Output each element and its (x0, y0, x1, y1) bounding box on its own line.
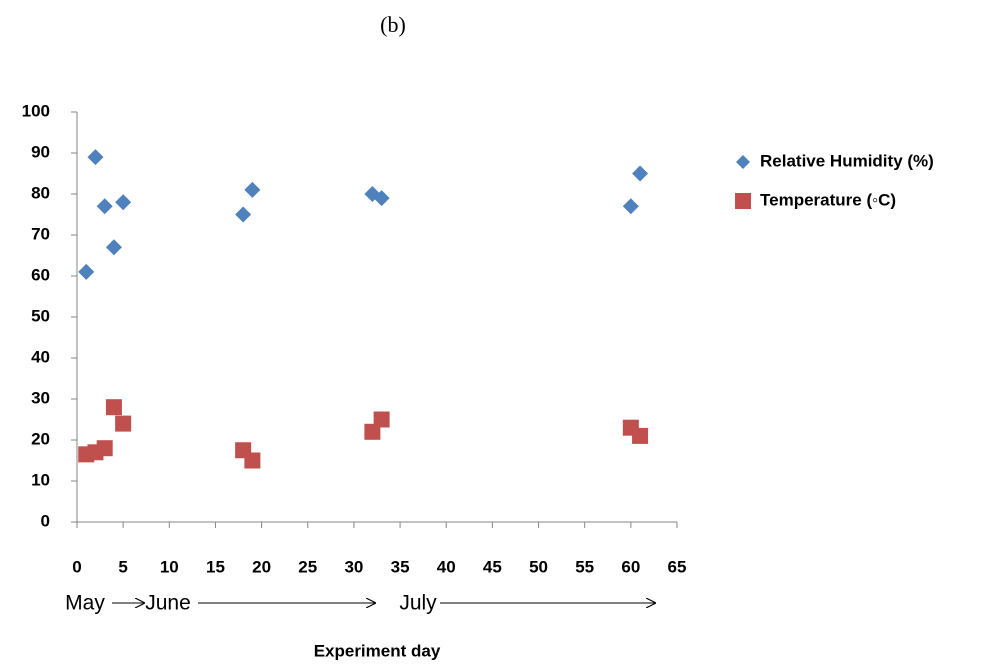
y-tick-label: 60 (31, 265, 50, 284)
point (96, 198, 113, 215)
x-tick-label: 25 (298, 557, 317, 576)
x-tick-label: 40 (437, 557, 456, 576)
annotation: June (145, 592, 191, 615)
annotation: May (65, 592, 105, 615)
x-tick-label: 55 (575, 557, 594, 576)
annotation: July (399, 592, 437, 615)
point (105, 399, 122, 416)
y-tick-label: 10 (31, 470, 50, 489)
chart-title: (b) (380, 12, 406, 37)
legend-label: Relative Humidity (%) (760, 151, 934, 170)
legend-marker (735, 193, 751, 209)
y-tick-label: 20 (31, 429, 50, 448)
point (235, 206, 252, 223)
legend-label: Temperature (◦C) (760, 190, 896, 209)
point (632, 427, 649, 444)
legend-marker (736, 155, 750, 169)
x-tick-label: 15 (206, 557, 225, 576)
point (244, 452, 261, 469)
x-tick-label: 5 (118, 557, 127, 576)
point (244, 181, 261, 198)
y-tick-label: 40 (31, 347, 50, 366)
y-tick-label: 80 (31, 183, 50, 202)
point (115, 194, 132, 211)
x-tick-label: 10 (160, 557, 179, 576)
point (373, 411, 390, 428)
point (105, 239, 122, 256)
x-tick-label: 35 (391, 557, 410, 576)
point (373, 190, 390, 207)
x-tick-label: 0 (72, 557, 81, 576)
y-tick-label: 50 (31, 306, 50, 325)
x-axis-label: Experiment day (314, 641, 441, 660)
y-tick-label: 90 (31, 142, 50, 161)
y-tick-label: 0 (41, 511, 50, 530)
x-tick-label: 60 (621, 557, 640, 576)
point (115, 415, 132, 432)
point (78, 263, 95, 280)
x-tick-label: 65 (668, 557, 687, 576)
point (622, 198, 639, 215)
point (87, 149, 104, 166)
point (364, 423, 381, 440)
point (96, 440, 113, 457)
y-tick-label: 30 (31, 388, 50, 407)
y-tick-label: 100 (22, 101, 50, 120)
x-tick-label: 30 (344, 557, 363, 576)
x-tick-label: 50 (529, 557, 548, 576)
y-tick-label: 70 (31, 224, 50, 243)
x-tick-label: 45 (483, 557, 502, 576)
x-tick-label: 20 (252, 557, 271, 576)
point (632, 165, 649, 182)
